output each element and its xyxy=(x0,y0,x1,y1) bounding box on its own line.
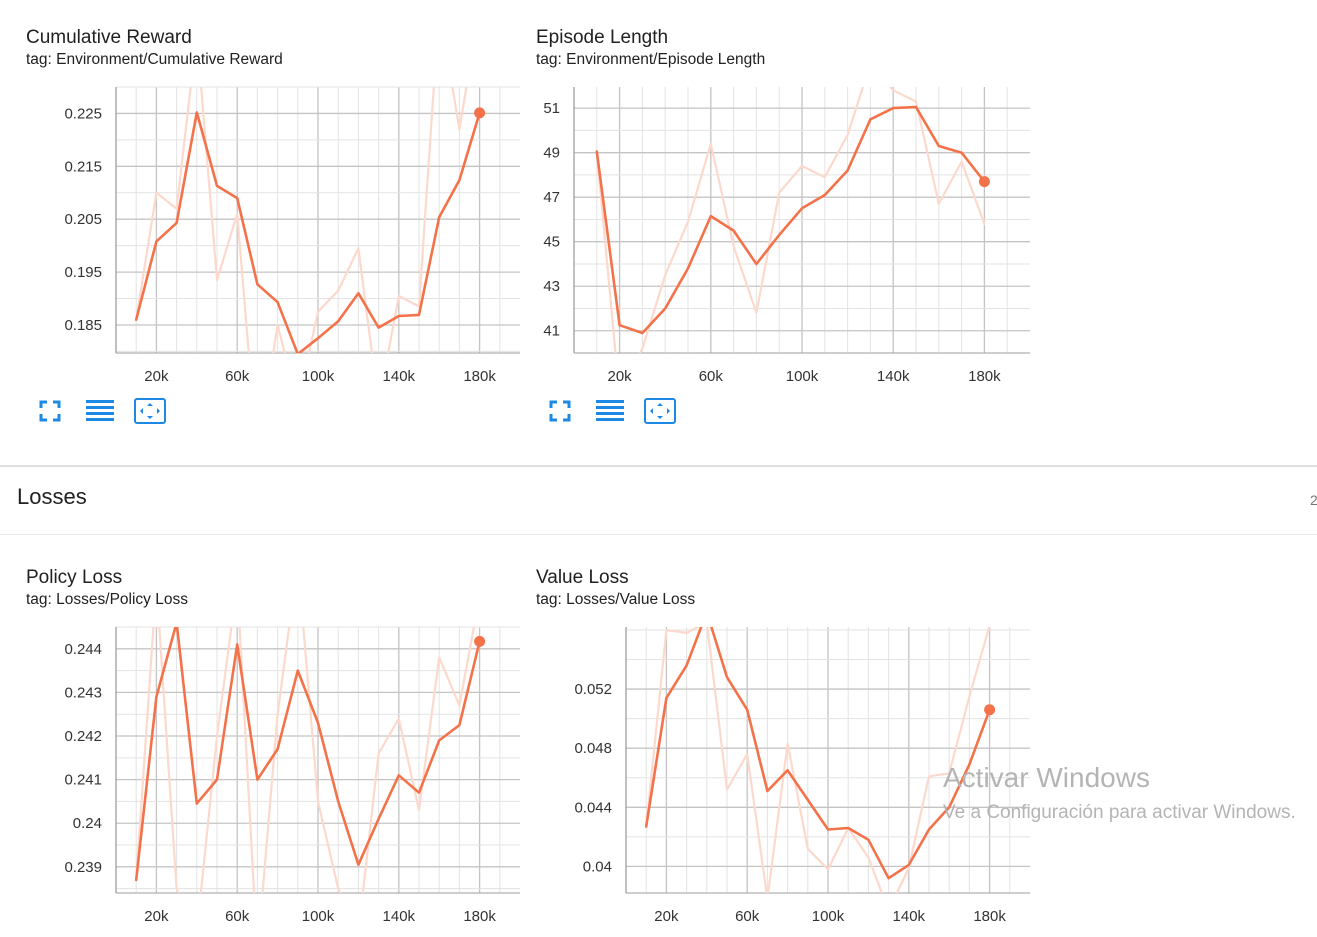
x-tick-label: 140k xyxy=(383,908,416,925)
smoothed-series-line xyxy=(134,111,481,353)
cumulative-reward-chart[interactable]: 0.185 0.195 0.205 0.215 0.225 20k 60k 100k 140k 1… xyxy=(0,0,520,400)
x-tick-label: 60k xyxy=(735,908,760,925)
section-divider xyxy=(0,465,1317,467)
policy-loss-chart[interactable]: 0.239 0.24 0.241 0.242 0.243 0.244 20k 60k 100k 1… xyxy=(0,0,520,937)
last-point-marker[interactable] xyxy=(474,107,486,119)
y-tick-label: 0.044 xyxy=(574,799,612,816)
windows-activation-subtitle: Ve a Configuración para activar Windows. xyxy=(943,802,1296,823)
fullscreen-button[interactable] xyxy=(542,396,578,426)
section-title[interactable]: Losses xyxy=(17,484,87,509)
y-tick-label: 0.24 xyxy=(73,815,102,832)
y-tick-label: 0.195 xyxy=(64,264,102,281)
fullscreen-button[interactable] xyxy=(32,396,68,426)
y-tick-label: 0.241 xyxy=(64,772,102,789)
y-tick-label: 0.048 xyxy=(574,740,612,757)
y-tick-label: 41 xyxy=(543,323,560,340)
chart-tag: tag: Environment/Cumulative Reward xyxy=(26,51,283,68)
y-tick-label: 49 xyxy=(543,145,560,162)
series-group xyxy=(134,627,481,893)
raw-series-line xyxy=(645,627,991,893)
chart-toolbar xyxy=(542,396,678,426)
series-group xyxy=(644,627,991,893)
x-tick-label: 20k xyxy=(608,368,633,385)
grid xyxy=(116,86,520,353)
y-tick-label: 0.215 xyxy=(64,158,102,175)
data-table-icon xyxy=(86,400,114,421)
y-tick-label: 0.04 xyxy=(583,858,612,875)
last-point-marker[interactable] xyxy=(984,704,996,716)
section-count: 2 xyxy=(1310,492,1317,508)
raw-series-line xyxy=(135,87,468,353)
windows-activation-title: Activar Windows xyxy=(943,762,1150,793)
x-tick-label: 20k xyxy=(144,908,169,925)
fit-domain-icon xyxy=(134,398,166,424)
fit-domain-button[interactable] xyxy=(132,396,168,426)
y-tick-label: 0.243 xyxy=(64,684,102,701)
y-tick-label: 0.239 xyxy=(64,859,102,876)
y-tick-label: 0.185 xyxy=(64,317,102,334)
data-table-button[interactable] xyxy=(82,396,118,426)
y-tick-label: 0.242 xyxy=(64,728,102,745)
smoothed-series-line xyxy=(595,105,986,335)
y-tick-label: 51 xyxy=(543,100,560,117)
y-tick-label: 43 xyxy=(543,278,560,295)
x-tick-label: 20k xyxy=(654,908,679,925)
series-group xyxy=(134,87,481,353)
x-tick-label: 60k xyxy=(225,368,250,385)
x-tick-label: 60k xyxy=(699,368,724,385)
x-tick-label: 100k xyxy=(812,908,845,925)
fit-domain-icon xyxy=(644,398,676,424)
x-tick-label: 140k xyxy=(383,368,416,385)
x-tick-label: 180k xyxy=(973,908,1006,925)
grid xyxy=(626,627,1030,893)
raw-series-line xyxy=(595,87,986,353)
series-group xyxy=(595,87,986,353)
chart-title: Policy Loss xyxy=(26,567,123,588)
y-tick-label: 0.052 xyxy=(574,681,612,698)
x-tick-label: 20k xyxy=(144,368,169,385)
chart-tag: tag: Environment/Episode Length xyxy=(536,51,766,68)
x-tick-label: 100k xyxy=(302,368,335,385)
episode-length-chart[interactable]: 41 43 45 47 49 51 20k 60k 100k 140k 180k xyxy=(0,0,1040,400)
x-tick-label: 180k xyxy=(463,368,496,385)
last-point-marker[interactable] xyxy=(978,176,990,188)
y-tick-label: 0.244 xyxy=(64,641,102,658)
x-tick-label: 100k xyxy=(302,908,335,925)
x-tick-label: 140k xyxy=(877,368,910,385)
y-tick-label: 47 xyxy=(543,189,560,206)
fullscreen-icon xyxy=(549,400,571,422)
last-point-marker[interactable] xyxy=(474,635,486,647)
x-tick-label: 140k xyxy=(893,908,926,925)
x-tick-label: 180k xyxy=(968,368,1001,385)
chart-title: Cumulative Reward xyxy=(26,27,192,48)
data-table-icon xyxy=(596,400,624,421)
y-tick-label: 0.205 xyxy=(64,211,102,228)
y-tick-label: 0.225 xyxy=(64,105,102,122)
x-tick-label: 180k xyxy=(463,908,496,925)
x-tick-label: 100k xyxy=(786,368,819,385)
chart-tag: tag: Losses/Value Loss xyxy=(536,591,696,608)
data-table-button[interactable] xyxy=(592,396,628,426)
section-header-divider xyxy=(0,534,1317,535)
chart-title: Episode Length xyxy=(536,27,669,48)
chart-tag: tag: Losses/Policy Loss xyxy=(26,591,188,608)
fit-domain-button[interactable] xyxy=(642,396,678,426)
y-tick-label: 45 xyxy=(543,234,560,251)
smoothed-series-line xyxy=(134,627,481,882)
chart-toolbar xyxy=(32,396,168,426)
x-tick-label: 60k xyxy=(225,908,250,925)
smoothed-series-line xyxy=(644,627,991,880)
chart-title: Value Loss xyxy=(536,567,629,588)
fullscreen-icon xyxy=(39,400,61,422)
value-loss-chart[interactable]: 0.04 0.044 0.048 0.052 20k 60k 100k 140k 180k xyxy=(0,0,1040,937)
